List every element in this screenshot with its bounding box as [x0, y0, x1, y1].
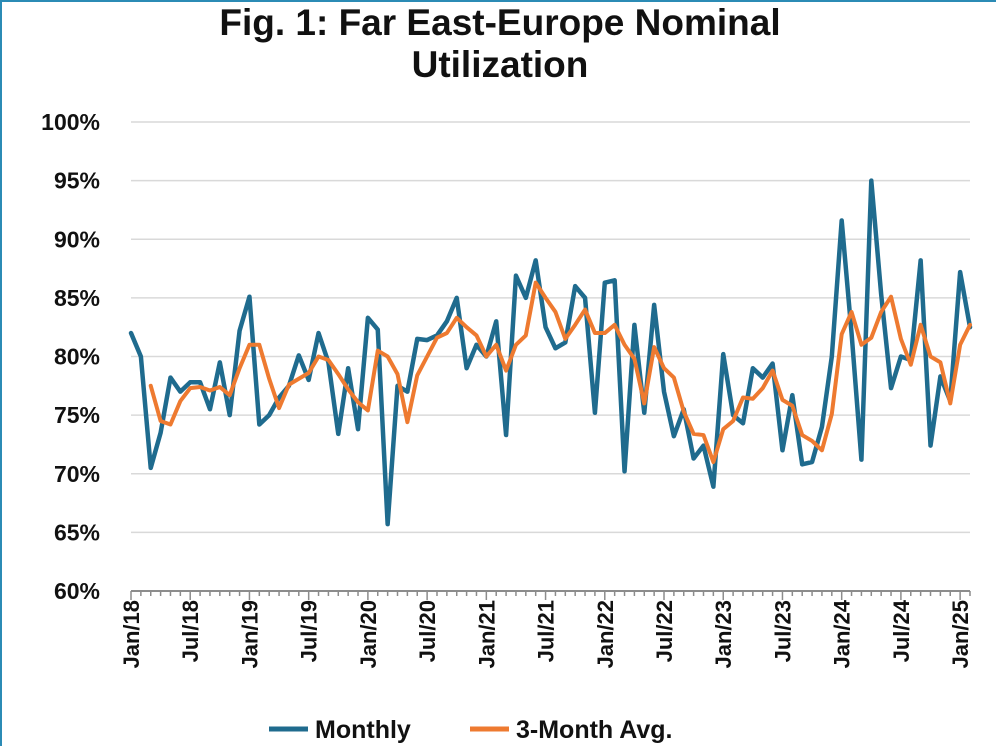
chart-title-line-2: Utilization — [411, 44, 589, 85]
x-tick-label: Jan/24 — [830, 599, 855, 668]
x-tick-label: Jul/23 — [770, 600, 795, 662]
series-line-3-month-avg — [148, 280, 972, 465]
x-tick-label: Jul/22 — [652, 600, 677, 662]
y-tick-label: 95% — [54, 168, 100, 194]
y-tick-label: 65% — [54, 519, 100, 545]
x-tick-label: Jan/20 — [356, 600, 381, 669]
x-tick-label: Jul/21 — [534, 600, 559, 662]
gridlines — [131, 121, 970, 534]
legend: Monthly 3-Month Avg. — [269, 716, 672, 744]
y-tick-label: 85% — [54, 285, 100, 311]
series-line-monthly — [128, 178, 973, 527]
series-lines — [128, 178, 973, 527]
x-tick-label: Jan/22 — [593, 600, 618, 669]
x-tick-label: Jan/23 — [711, 600, 736, 669]
legend-label-3-month-avg: 3-Month Avg. — [516, 716, 672, 744]
y-tick-label: 90% — [54, 226, 100, 252]
chart-title: Fig. 1: Far East-Europe Nominal Utilizat… — [0, 2, 1000, 86]
y-tick-label: 80% — [54, 344, 100, 370]
x-tick-label: Jul/19 — [297, 600, 322, 662]
y-tick-label: 75% — [54, 402, 100, 428]
y-tick-label: 100% — [41, 109, 100, 135]
legend-label-monthly: Monthly — [315, 716, 411, 744]
x-tick-label: Jul/18 — [178, 600, 203, 662]
x-tick-label: Jan/25 — [948, 600, 973, 669]
x-tick-label: Jul/20 — [415, 600, 440, 662]
chart-title-line-1: Fig. 1: Far East-Europe Nominal — [219, 2, 781, 43]
axes: 60% 65% 70% 75% 80% 85% 90% 95% 100% Jan/18 Jul/18… — [41, 109, 973, 669]
x-tick-label: Jul/24 — [889, 599, 914, 662]
y-tick-label: 70% — [54, 461, 100, 487]
x-tick-label: Jan/21 — [474, 600, 499, 669]
x-tick-label: Jan/19 — [237, 600, 262, 669]
x-tick-label: Jan/18 — [119, 600, 144, 669]
y-tick-label: 60% — [54, 578, 100, 604]
